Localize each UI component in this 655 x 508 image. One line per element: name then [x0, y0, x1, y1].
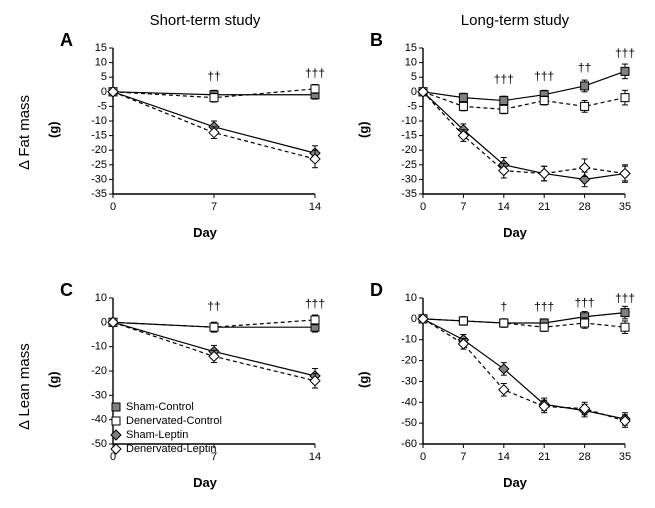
panel-label-C: C: [60, 280, 73, 301]
legend-item-sham-control: Sham-Control: [110, 400, 222, 414]
svg-text:††: ††: [207, 299, 220, 313]
svg-text:0: 0: [411, 86, 417, 98]
panel-label-B: B: [370, 30, 383, 51]
svg-text:14: 14: [498, 201, 510, 213]
svg-text:-20: -20: [91, 144, 107, 156]
col-title-short: Short-term study: [85, 12, 325, 29]
legend-label: Sham-Control: [126, 400, 194, 414]
y-label-D: (g): [356, 371, 371, 388]
svg-text:21: 21: [538, 201, 550, 213]
svg-text:-15: -15: [401, 130, 417, 142]
svg-text:14: 14: [309, 451, 321, 463]
diamond-icon: [110, 443, 122, 455]
square-icon: [110, 415, 122, 427]
svg-text:-30: -30: [401, 375, 417, 387]
svg-text:14: 14: [498, 451, 510, 463]
svg-text:-35: -35: [91, 188, 107, 200]
svg-text:0: 0: [101, 316, 107, 328]
svg-text:-20: -20: [401, 144, 417, 156]
svg-text:10: 10: [405, 292, 417, 304]
svg-text:-5: -5: [97, 100, 107, 112]
svg-text:-50: -50: [91, 438, 107, 450]
svg-text:7: 7: [460, 201, 466, 213]
svg-text:†††: †††: [305, 66, 325, 80]
svg-text:†††: †††: [575, 295, 595, 309]
legend-label: Denervated-Leptin: [126, 442, 217, 456]
svg-text:-60: -60: [401, 438, 417, 450]
svg-text:21: 21: [538, 451, 550, 463]
legend-label: Sham-Leptin: [126, 428, 188, 442]
col-title-long: Long-term study: [395, 12, 635, 29]
svg-text:14: 14: [309, 201, 321, 213]
row-label-lean: Δ Lean mass: [16, 343, 33, 430]
svg-text:†††: †††: [534, 69, 554, 83]
svg-text:-10: -10: [401, 334, 417, 346]
x-label-C: Day: [85, 475, 325, 490]
svg-text:-15: -15: [91, 130, 107, 142]
row-label-fat: Δ Fat mass: [16, 95, 33, 170]
y-label-B: (g): [356, 121, 371, 138]
diamond-icon: [110, 429, 122, 441]
panel-B: -35-30-25-20-15-10-50510150714212835††††…: [395, 40, 635, 220]
svg-text:-10: -10: [91, 115, 107, 127]
svg-text:-40: -40: [401, 396, 417, 408]
legend-item-sham-leptin: Sham-Leptin: [110, 428, 222, 442]
svg-text:5: 5: [411, 71, 417, 83]
svg-text:0: 0: [110, 201, 116, 213]
x-label-D: Day: [395, 475, 635, 490]
svg-text:-25: -25: [91, 159, 107, 171]
x-label-B: Day: [395, 225, 635, 240]
svg-text:-20: -20: [401, 355, 417, 367]
svg-text:-30: -30: [401, 173, 417, 185]
legend: Sham-Control Denervated-Control Sham-Lep…: [110, 400, 222, 456]
svg-text:†††: †††: [305, 297, 325, 311]
panel-label-D: D: [370, 280, 383, 301]
svg-text:-10: -10: [91, 341, 107, 353]
svg-text:35: 35: [619, 201, 631, 213]
svg-text:†††: †††: [615, 46, 635, 60]
panel-label-A: A: [60, 30, 73, 51]
figure: Short-term study Long-term study Δ Fat m…: [0, 0, 655, 508]
y-label-C: (g): [46, 371, 61, 388]
svg-text:†††: †††: [534, 300, 554, 314]
panel-D: -60-50-40-30-20-100100714212835†††††††††…: [395, 290, 635, 470]
svg-text:††: ††: [578, 60, 591, 74]
legend-item-den-control: Denervated-Control: [110, 414, 222, 428]
svg-text:15: 15: [405, 42, 417, 54]
svg-text:†††: †††: [494, 72, 514, 86]
svg-text:-10: -10: [401, 115, 417, 127]
svg-text:7: 7: [460, 451, 466, 463]
svg-text:10: 10: [405, 57, 417, 69]
svg-text:10: 10: [95, 57, 107, 69]
x-label-A: Day: [85, 225, 325, 240]
svg-text:0: 0: [101, 86, 107, 98]
svg-text:28: 28: [578, 451, 590, 463]
panel-A: -35-30-25-20-15-10-50510150714†††††: [85, 40, 325, 220]
svg-text:-35: -35: [401, 188, 417, 200]
svg-text:††: ††: [207, 69, 220, 83]
svg-text:28: 28: [578, 201, 590, 213]
svg-text:-40: -40: [91, 414, 107, 426]
svg-text:35: 35: [619, 451, 631, 463]
svg-text:15: 15: [95, 42, 107, 54]
svg-text:10: 10: [95, 292, 107, 304]
svg-text:†: †: [500, 300, 507, 314]
svg-text:0: 0: [420, 201, 426, 213]
legend-label: Denervated-Control: [126, 414, 222, 428]
svg-text:-50: -50: [401, 417, 417, 429]
svg-text:-30: -30: [91, 173, 107, 185]
svg-text:0: 0: [411, 313, 417, 325]
square-icon: [110, 401, 122, 413]
legend-item-den-leptin: Denervated-Leptin: [110, 442, 222, 456]
svg-text:†††: †††: [615, 291, 635, 305]
svg-text:-30: -30: [91, 389, 107, 401]
svg-text:-20: -20: [91, 365, 107, 377]
svg-text:5: 5: [101, 71, 107, 83]
svg-text:0: 0: [420, 451, 426, 463]
svg-text:7: 7: [211, 201, 217, 213]
y-label-A: (g): [46, 121, 61, 138]
svg-text:-25: -25: [401, 159, 417, 171]
svg-text:-5: -5: [407, 100, 417, 112]
